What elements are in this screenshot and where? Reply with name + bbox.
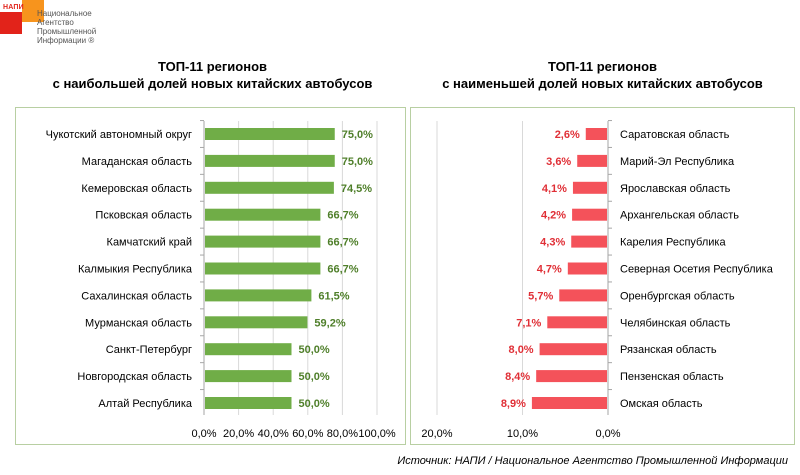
bar bbox=[585, 128, 607, 140]
category-label: Мурманская область bbox=[85, 317, 192, 329]
chart-panel-bottom bbox=[410, 107, 795, 445]
data-label: 50,0% bbox=[299, 398, 330, 410]
data-label: 75,0% bbox=[342, 129, 373, 141]
data-label: 4,3% bbox=[540, 237, 565, 249]
bar bbox=[531, 397, 607, 409]
bar bbox=[205, 128, 335, 140]
data-label: 4,7% bbox=[537, 264, 562, 276]
bar bbox=[205, 289, 312, 302]
data-label: 4,2% bbox=[541, 210, 566, 222]
bar bbox=[559, 289, 607, 302]
category-label: Камчатский край bbox=[107, 237, 192, 249]
logo-red-square bbox=[0, 12, 22, 34]
data-label: 50,0% bbox=[299, 344, 330, 356]
napi-logo: НАПИ Национальное Агентство Промышленной… bbox=[0, 0, 110, 60]
data-label: 61,5% bbox=[318, 290, 349, 302]
category-label: Карелия Республика bbox=[620, 237, 726, 249]
data-label: 7,1% bbox=[516, 317, 541, 329]
category-label: Архангельская область bbox=[620, 210, 739, 222]
data-label: 66,7% bbox=[327, 237, 358, 249]
chart-title-bottom-line1: ТОП-11 регионов bbox=[547, 59, 658, 74]
chart-title-bottom: ТОП-11 регионов с наименьшей долей новых… bbox=[410, 58, 795, 92]
x-tick-label: 80,0% bbox=[327, 428, 358, 440]
chart-title-bottom-line2: с наименьшей долей новых китайских автоб… bbox=[442, 76, 763, 91]
data-label: 8,9% bbox=[501, 398, 526, 410]
x-tick-label: 10,0% bbox=[507, 428, 538, 440]
bar bbox=[205, 316, 308, 329]
data-label: 66,7% bbox=[327, 210, 358, 222]
chart-title-top: ТОП-11 регионов с наибольшей долей новых… bbox=[15, 58, 410, 92]
chart-title-top-line1: ТОП-11 регионов bbox=[157, 59, 268, 74]
category-label: Пензенская область bbox=[620, 371, 724, 383]
category-label: Магаданская область bbox=[82, 156, 193, 168]
bar bbox=[572, 208, 607, 221]
bar bbox=[205, 154, 335, 167]
chart-title-top-line2: с наибольшей долей новых китайских автоб… bbox=[52, 76, 373, 91]
x-tick-label: 0,0% bbox=[191, 428, 216, 440]
category-label: Челябинская область bbox=[620, 317, 731, 329]
category-label: Калмыкия Республика bbox=[78, 264, 193, 276]
data-label: 66,7% bbox=[327, 264, 358, 276]
data-label: 74,5% bbox=[341, 183, 372, 195]
data-label: 4,1% bbox=[542, 183, 567, 195]
category-label: Саратовская область bbox=[620, 129, 730, 141]
x-tick-label: 100,0% bbox=[358, 428, 396, 440]
bar bbox=[547, 316, 607, 329]
x-tick-label: 20,0% bbox=[421, 428, 452, 440]
category-label: Марий-Эл Республика bbox=[620, 156, 735, 168]
bar bbox=[539, 343, 607, 356]
category-label: Санкт-Петербург bbox=[106, 344, 192, 356]
bar bbox=[205, 262, 321, 275]
category-label: Псковская область bbox=[95, 210, 192, 222]
category-label: Новгородская область bbox=[77, 371, 192, 383]
logo-abbr: НАПИ bbox=[3, 4, 24, 11]
logo-name: Национальное Агентство Промышленной Инфо… bbox=[37, 9, 97, 45]
bar bbox=[572, 181, 607, 194]
data-label: 50,0% bbox=[299, 371, 330, 383]
bar bbox=[205, 397, 292, 409]
source-note: Источник: НАПИ / Национальное Агентство … bbox=[397, 455, 788, 467]
bar bbox=[577, 154, 607, 167]
bar bbox=[567, 262, 607, 275]
bar bbox=[205, 208, 321, 221]
data-label: 59,2% bbox=[314, 317, 345, 329]
data-label: 8,0% bbox=[509, 344, 534, 356]
bar bbox=[205, 343, 292, 356]
category-label: Кемеровская область bbox=[81, 183, 192, 195]
category-label: Ярославская область bbox=[620, 183, 731, 195]
data-label: 75,0% bbox=[342, 156, 373, 168]
category-label: Алтай Республика bbox=[98, 398, 192, 410]
bar bbox=[205, 235, 321, 248]
x-tick-label: 40,0% bbox=[258, 428, 289, 440]
bar bbox=[205, 370, 292, 383]
data-label: 5,7% bbox=[528, 290, 553, 302]
x-tick-label: 20,0% bbox=[223, 428, 254, 440]
category-label: Омская область bbox=[620, 398, 703, 410]
x-tick-label: 0,0% bbox=[595, 428, 620, 440]
bar bbox=[205, 181, 334, 194]
data-label: 2,6% bbox=[555, 129, 580, 141]
category-label: Оренбургская область bbox=[620, 290, 735, 302]
bar bbox=[571, 235, 607, 248]
category-label: Рязанская область bbox=[620, 344, 717, 356]
logo-orange-square bbox=[22, 0, 44, 22]
category-label: Северная Осетия Республика bbox=[620, 264, 774, 276]
x-tick-label: 60,0% bbox=[292, 428, 323, 440]
category-label: Чукотский автономный округ bbox=[46, 129, 192, 141]
chart-panel-top bbox=[15, 107, 406, 445]
category-label: Сахалинская область bbox=[81, 290, 192, 302]
data-label: 8,4% bbox=[505, 371, 530, 383]
bar bbox=[536, 370, 607, 383]
data-label: 3,6% bbox=[546, 156, 571, 168]
